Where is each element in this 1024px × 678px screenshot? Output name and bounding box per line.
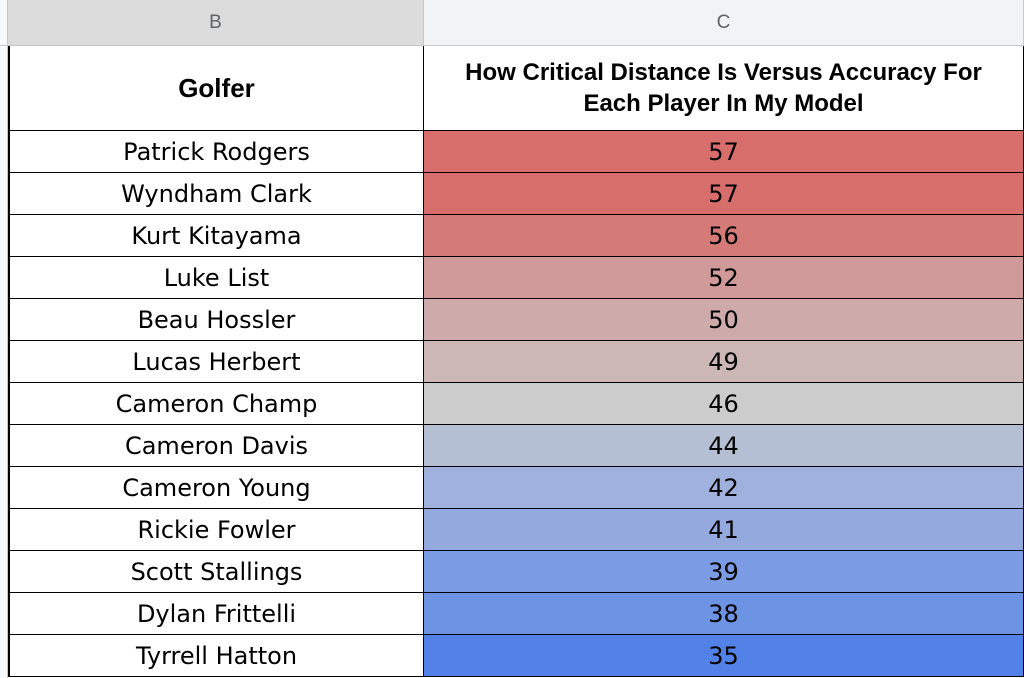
golfer-name: Beau Hossler [137, 305, 296, 334]
metric-value: 46 [708, 389, 739, 418]
metric-value-cell[interactable]: 41 [424, 509, 1024, 550]
row-number-gutter [0, 46, 8, 678]
metric-value: 39 [708, 557, 739, 586]
golfer-cell[interactable]: Beau Hossler [8, 299, 424, 340]
header-row: Golfer How Critical Distance Is Versus A… [8, 46, 1024, 131]
metric-value: 52 [708, 263, 739, 292]
golfer-cell[interactable]: Dylan Frittelli [8, 593, 424, 634]
metric-value-cell[interactable]: 57 [424, 131, 1024, 172]
golfer-cell[interactable]: Tyrrell Hatton [8, 635, 424, 676]
table-row: Lucas Herbert 49 [8, 341, 1024, 383]
table-row: Beau Hossler 50 [8, 299, 1024, 341]
golfer-cell[interactable]: Wyndham Clark [8, 173, 424, 214]
golfer-name: Tyrrell Hatton [135, 641, 298, 670]
column-header-b[interactable]: B [8, 0, 424, 45]
table-row: Cameron Davis 44 [8, 425, 1024, 467]
golfer-name: Cameron Davis [124, 431, 309, 460]
golfer-name: Cameron Champ [115, 389, 318, 418]
golfer-cell[interactable]: Kurt Kitayama [8, 215, 424, 256]
table-row: Patrick Rodgers 57 [8, 131, 1024, 173]
row-header-gutter [0, 0, 8, 45]
golfer-name: Lucas Herbert [132, 347, 301, 376]
metric-header-cell[interactable]: How Critical Distance Is Versus Accuracy… [424, 46, 1024, 130]
table-row: Cameron Young 42 [8, 467, 1024, 509]
golfer-name: Kurt Kitayama [131, 221, 302, 250]
column-header-c[interactable]: C [424, 0, 1024, 45]
table-row: Luke List 52 [8, 257, 1024, 299]
golfer-name: Dylan Frittelli [136, 599, 297, 628]
table-row: Rickie Fowler 41 [8, 509, 1024, 551]
golfer-cell[interactable]: Lucas Herbert [8, 341, 424, 382]
golfer-cell[interactable]: Cameron Young [8, 467, 424, 508]
golfer-cell[interactable]: Cameron Davis [8, 425, 424, 466]
metric-value: 57 [708, 137, 739, 166]
table-row: Kurt Kitayama 56 [8, 215, 1024, 257]
metric-value: 41 [708, 515, 739, 544]
table-row: Scott Stallings 39 [8, 551, 1024, 593]
metric-value-cell[interactable]: 38 [424, 593, 1024, 634]
column-header-bar: B C [0, 0, 1024, 46]
table-row: Tyrrell Hatton 35 [8, 635, 1024, 677]
golfer-name: Rickie Fowler [137, 515, 296, 544]
metric-value: 42 [708, 473, 739, 502]
metric-value-cell[interactable]: 46 [424, 383, 1024, 424]
golfer-name: Scott Stallings [130, 557, 303, 586]
metric-value: 57 [708, 179, 739, 208]
metric-value-cell[interactable]: 35 [424, 635, 1024, 676]
metric-value: 38 [708, 599, 739, 628]
golfer-name: Patrick Rodgers [123, 137, 310, 166]
metric-value-cell[interactable]: 42 [424, 467, 1024, 508]
golfer-header-label: Golfer [178, 72, 255, 103]
golfer-name: Luke List [163, 263, 270, 292]
metric-value: 44 [708, 431, 739, 460]
golfer-name: Wyndham Clark [121, 179, 312, 208]
metric-value-cell[interactable]: 52 [424, 257, 1024, 298]
golfer-cell[interactable]: Luke List [8, 257, 424, 298]
metric-value-cell[interactable]: 57 [424, 173, 1024, 214]
metric-value-cell[interactable]: 44 [424, 425, 1024, 466]
golfer-cell[interactable]: Rickie Fowler [8, 509, 424, 550]
metric-header-label: How Critical Distance Is Versus Accuracy… [465, 59, 982, 117]
metric-value: 35 [708, 641, 739, 670]
table-row: Wyndham Clark 57 [8, 173, 1024, 215]
metric-value-cell[interactable]: 56 [424, 215, 1024, 256]
golfer-cell[interactable]: Patrick Rodgers [8, 131, 424, 172]
metric-value-cell[interactable]: 49 [424, 341, 1024, 382]
golfer-cell[interactable]: Cameron Champ [8, 383, 424, 424]
cell-grid: Golfer How Critical Distance Is Versus A… [8, 46, 1024, 677]
golfer-name: Cameron Young [122, 473, 311, 502]
table-row: Cameron Champ 46 [8, 383, 1024, 425]
metric-value-cell[interactable]: 39 [424, 551, 1024, 592]
metric-value-cell[interactable]: 50 [424, 299, 1024, 340]
metric-value: 56 [708, 221, 739, 250]
golfer-header-cell[interactable]: Golfer [8, 46, 424, 130]
metric-value: 50 [708, 305, 739, 334]
table-row: Dylan Frittelli 38 [8, 593, 1024, 635]
metric-value: 49 [708, 347, 739, 376]
golfer-cell[interactable]: Scott Stallings [8, 551, 424, 592]
